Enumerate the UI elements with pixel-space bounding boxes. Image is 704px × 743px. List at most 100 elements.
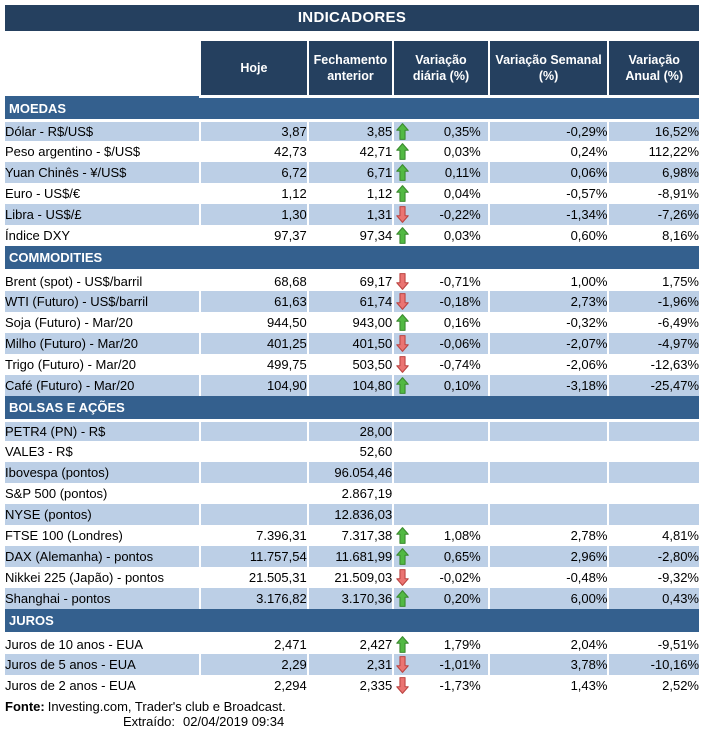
variacao-diaria-content: 0,11%: [394, 162, 488, 183]
variacao-semanal-cell: -0,29%: [487, 120, 609, 141]
variacao-diaria-content: 1,08%: [394, 525, 488, 546]
up-arrow-icon: [396, 143, 409, 160]
col-header-variacao-anual: Variação Anual (%): [607, 41, 699, 98]
fechamento-anterior-cell: 69,17: [306, 270, 394, 291]
variacao-diaria-value: -0,71%: [439, 273, 481, 289]
table-row: PETR4 (PN) - R$ 28,00: [5, 420, 699, 441]
variacao-anual-cell: 8,16%: [607, 225, 699, 246]
down-arrow-icon: [396, 206, 409, 223]
table-row: Libra - US$/£ 1,30 1,31 -0,22% -1,34% -7,26%: [5, 204, 699, 225]
row-label: FTSE 100 (Londres): [5, 525, 201, 546]
section-header: MOEDAS: [5, 96, 699, 122]
hoje-cell: 61,63: [199, 291, 308, 312]
fechamento-anterior-cell: 1,12: [306, 183, 394, 204]
variacao-diaria-content: -1,73%: [394, 675, 488, 696]
variacao-semanal-cell: [487, 504, 609, 525]
variacao-diaria-value: -0,18%: [439, 294, 481, 309]
variacao-semanal-cell: 2,04%: [487, 633, 609, 654]
table-row: Índice DXY 97,37 97,34 0,03% 0,60% 8,16%: [5, 225, 699, 246]
variacao-diaria-value: 0,11%: [444, 165, 481, 180]
variacao-semanal-cell: -2,06%: [487, 354, 609, 375]
down-arrow-icon: [396, 293, 409, 310]
variacao-diaria-cell: [392, 504, 489, 525]
table-row: Juros de 5 anos - EUA 2,29 2,31 -1,01% 3,78%…: [5, 654, 699, 675]
variacao-semanal-cell: -0,48%: [487, 567, 609, 588]
variacao-anual-cell: -6,49%: [607, 312, 699, 333]
variacao-anual-cell: 0,43%: [607, 588, 699, 609]
table-row: Trigo (Futuro) - Mar/20 499,75 503,50 -0,74…: [5, 354, 699, 375]
variacao-diaria-content: -0,71%: [394, 272, 488, 292]
variacao-semanal-cell: 2,78%: [487, 525, 609, 546]
variacao-anual-cell: -1,96%: [607, 291, 699, 312]
variacao-semanal-cell: 2,73%: [487, 291, 609, 312]
variacao-semanal-cell: -1,34%: [487, 204, 609, 225]
row-label: DAX (Alemanha) - pontos: [5, 546, 201, 567]
corner-cell: [5, 41, 201, 96]
row-label: Soja (Futuro) - Mar/20: [5, 312, 201, 333]
extracted-line: Extraído: 02/04/2019 09:34: [123, 714, 699, 729]
hoje-cell: 3.176,82: [199, 588, 308, 609]
hoje-cell: 68,68: [199, 270, 308, 291]
row-label: WTI (Futuro) - US$/barril: [5, 291, 201, 312]
table-row: Shanghai - pontos 3.176,82 3.170,36 0,20% 6,…: [5, 588, 699, 609]
hoje-cell: 6,72: [199, 162, 308, 183]
up-arrow-icon: [396, 227, 409, 244]
variacao-anual-cell: 16,52%: [607, 120, 699, 141]
variacao-diaria-cell: 0,03%: [392, 225, 489, 246]
variacao-anual-cell: 112,22%: [607, 141, 699, 162]
variacao-anual-cell: -25,47%: [607, 375, 699, 396]
fechamento-anterior-cell: 21.509,03: [306, 567, 394, 588]
fechamento-anterior-cell: 11.681,99: [306, 546, 394, 567]
row-label: Juros de 5 anos - EUA: [5, 654, 201, 675]
fechamento-anterior-cell: 7.317,38: [306, 525, 394, 546]
variacao-diaria-content: -0,18%: [394, 291, 488, 312]
variacao-diaria-cell: 1,08%: [392, 525, 489, 546]
fechamento-anterior-cell: 943,00: [306, 312, 394, 333]
variacao-diaria-cell: [392, 441, 489, 462]
variacao-anual-cell: 1,75%: [607, 270, 699, 291]
variacao-diaria-cell: 0,11%: [392, 162, 489, 183]
fechamento-anterior-cell: 97,34: [306, 225, 394, 246]
hoje-cell: 401,25: [199, 333, 308, 354]
variacao-diaria-value: 0,03%: [443, 228, 481, 243]
variacao-diaria-value: 0,04%: [443, 186, 481, 201]
row-label: Euro - US$/€: [5, 183, 201, 204]
hoje-cell: 499,75: [199, 354, 308, 375]
up-arrow-icon: [396, 164, 409, 181]
variacao-diaria-cell: [392, 462, 489, 483]
table-row: NYSE (pontos) 12.836,03: [5, 504, 699, 525]
hoje-cell: 3,87: [199, 120, 308, 141]
variacao-diaria-content: 0,03%: [394, 141, 488, 162]
row-label: S&P 500 (pontos): [5, 483, 201, 504]
page-title: INDICADORES: [5, 5, 699, 31]
source-line: Fonte: Investing.com, Trader's club e Bro…: [5, 699, 699, 714]
variacao-anual-cell: -10,16%: [607, 654, 699, 675]
variacao-semanal-cell: 0,06%: [487, 162, 609, 183]
variacao-diaria-cell: 0,16%: [392, 312, 489, 333]
row-label: Ibovespa (pontos): [5, 462, 201, 483]
table-row: Dólar - R$/US$ 3,87 3,85 0,35% -0,29% 16,52%: [5, 120, 699, 141]
variacao-diaria-cell: -0,02%: [392, 567, 489, 588]
hoje-cell: 2,471: [199, 633, 308, 654]
section-row: BOLSAS E AÇÕES: [5, 396, 699, 422]
variacao-semanal-cell: [487, 420, 609, 441]
table-row: Juros de 2 anos - EUA 2,294 2,335 -1,73% 1,4…: [5, 675, 699, 696]
down-arrow-icon: [396, 335, 409, 352]
fechamento-anterior-cell: 2.867,19: [306, 483, 394, 504]
indicators-table: Hoje Fechamento anterior Variação diária…: [5, 41, 699, 696]
variacao-semanal-cell: 1,00%: [487, 270, 609, 291]
variacao-anual-cell: -12,63%: [607, 354, 699, 375]
section-header: JUROS: [5, 609, 699, 635]
variacao-diaria-content: 0,16%: [394, 312, 488, 333]
table-row: Nikkei 225 (Japão) - pontos 21.505,31 21.5…: [5, 567, 699, 588]
variacao-diaria-cell: 0,20%: [392, 588, 489, 609]
hoje-cell: 944,50: [199, 312, 308, 333]
source-label: Fonte:: [5, 699, 45, 714]
hoje-cell: 1,30: [199, 204, 308, 225]
fechamento-anterior-cell: 12.836,03: [306, 504, 394, 525]
variacao-diaria-cell: [392, 420, 489, 441]
table-row: Café (Futuro) - Mar/20 104,90 104,80 0,10% -…: [5, 375, 699, 396]
row-label: NYSE (pontos): [5, 504, 201, 525]
fechamento-anterior-cell: 42,71: [306, 141, 394, 162]
variacao-diaria-content: 0,10%: [394, 375, 488, 396]
